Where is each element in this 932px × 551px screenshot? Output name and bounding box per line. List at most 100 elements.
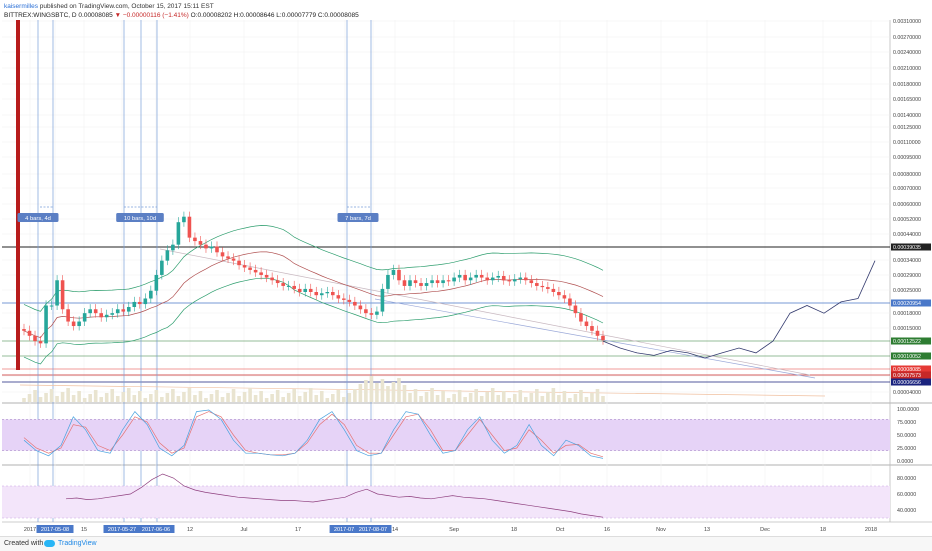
candle (353, 301, 357, 306)
price-tick-label: 0.00180000 (893, 82, 921, 88)
date-axis: 2017 2017-05-08 15 2017-05-27 2017-06-06 12 Ju… (24, 525, 877, 533)
candle (171, 244, 175, 251)
ohlc-values: O:0.00008202 H:0.00008646 L:0.00007779 C… (190, 12, 359, 19)
candle (485, 277, 489, 281)
candle (275, 280, 280, 284)
candle (143, 298, 148, 305)
volume-bar (209, 394, 214, 402)
symbol-name[interactable]: BITTREX:WINGSBTC, D (4, 12, 77, 19)
price-axis-labels: 0.00039035 0.00020954 0.00012522 0.00010052… (891, 243, 931, 386)
price-tick-label: 0.00080000 (893, 172, 921, 178)
volume-bar (408, 393, 412, 402)
price-label: 0.00007573 (893, 373, 921, 379)
volume-bar (468, 393, 473, 402)
candle (325, 291, 330, 294)
date-label: Jul (240, 527, 247, 533)
candle (419, 283, 423, 286)
date-highlight (137, 525, 175, 533)
candle (248, 267, 252, 270)
volume-bar (115, 396, 120, 402)
volume-bars (22, 376, 605, 402)
price-tick-label: 0.00140000 (893, 113, 921, 119)
author-link[interactable]: kaisermilles (4, 3, 38, 10)
volume-bar (353, 389, 357, 402)
tradingview-link[interactable]: TradingView (58, 540, 97, 547)
candle (529, 280, 534, 284)
price-label: 0.00012522 (893, 339, 921, 345)
volume-bar (126, 388, 131, 402)
volume-bar (435, 395, 440, 402)
candle (314, 291, 319, 296)
price-pane[interactable] (2, 20, 890, 402)
candle (160, 260, 164, 275)
candle (386, 274, 390, 289)
volume-bar (397, 378, 401, 402)
price-label: 0.00020954 (893, 301, 921, 307)
chart-canvas[interactable]: 4 bars, 4d 10 bars, 10d 7 bars, 7d 0.00310… (0, 0, 932, 536)
candle (126, 307, 131, 312)
stoch-d-line (23, 411, 604, 458)
rsi-indicator: 80.0000 60.0000 40.0000 (2, 473, 916, 519)
candle (364, 309, 368, 314)
price-label: 0.00006656 (893, 380, 921, 386)
volume-bar (501, 391, 506, 402)
candle (176, 222, 181, 245)
volume-bar (27, 394, 32, 402)
publish-info: kaisermilles published on TradingView.co… (4, 2, 214, 11)
price-tick-label: 0.00060000 (893, 202, 921, 208)
candle (231, 258, 236, 261)
candle (584, 321, 589, 327)
price-label-bg (891, 337, 931, 345)
price-tick-label: 0.00095000 (893, 155, 921, 161)
candle (281, 283, 285, 286)
candle (60, 280, 65, 310)
footer: Created with TradingView (0, 536, 932, 551)
candle (66, 309, 70, 322)
candle (104, 314, 109, 318)
date-label: 2017-08-07 (359, 527, 387, 533)
volume-bar (308, 388, 313, 402)
price-label: 0.00010052 (893, 354, 921, 360)
volume-bar (55, 396, 59, 402)
price-tick-label: 0.00310000 (893, 19, 921, 25)
price-tick-label: 0.00018000 (893, 311, 921, 317)
volume-bar (165, 393, 170, 402)
candle (347, 299, 352, 302)
candle (573, 305, 578, 314)
volume-bar (270, 394, 274, 402)
candle (204, 244, 208, 249)
price-label: 0.00008085 (893, 367, 921, 373)
candle (132, 301, 137, 308)
volume-bar (264, 398, 269, 402)
price-label-bg (891, 352, 931, 360)
volume-bar (441, 391, 445, 402)
volume-bar (220, 397, 225, 402)
volume-bar (347, 393, 352, 402)
price-tick-label: 0.00004000 (893, 390, 921, 396)
volume-bar (512, 394, 517, 402)
volume-bar (160, 397, 164, 402)
volume-bar (71, 395, 76, 402)
date-highlight (36, 525, 74, 533)
candle (286, 285, 291, 287)
candle (237, 260, 241, 266)
rsi-tick-label: 40.0000 (897, 508, 916, 514)
volume-bar (319, 391, 324, 402)
candle (424, 283, 429, 286)
price-label-bg (891, 243, 931, 251)
candle (435, 280, 440, 284)
volume-bar (104, 393, 109, 402)
volume-bar (557, 395, 561, 402)
candle (474, 274, 478, 278)
candle (463, 274, 467, 281)
volume-bar (110, 389, 115, 402)
date-label: 2017-06-06 (142, 527, 170, 533)
candle (154, 274, 159, 291)
volume-bar (182, 392, 186, 402)
bollinger-upper (23, 225, 604, 312)
measure-label-bg (17, 213, 59, 222)
volume-bar (253, 395, 258, 402)
date-highlight (329, 525, 361, 533)
volume-bar (275, 390, 280, 402)
candle (33, 335, 37, 342)
